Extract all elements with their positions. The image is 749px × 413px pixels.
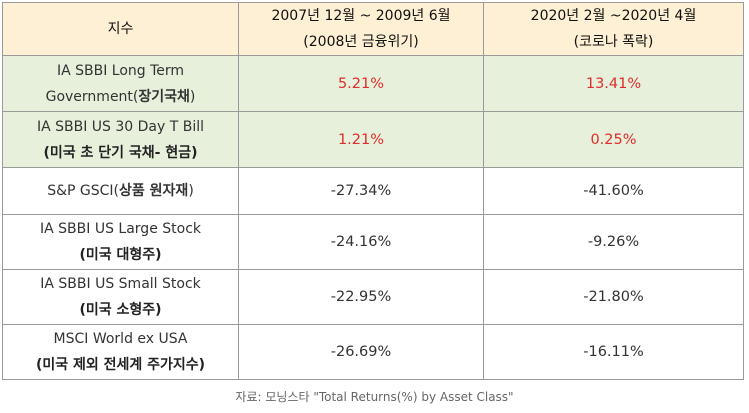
table-row: IA SBBI US Small Stock (미국 소형주) -22.95% …	[2, 269, 744, 325]
header-period-2020: 2020년 2월 ~2020년 4월 (코로나 폭락)	[483, 2, 744, 56]
header-period-2020-dates: 2020년 2월 ~2020년 4월	[530, 8, 697, 24]
return-2020-cell: -41.60%	[483, 167, 744, 215]
table-header-row: 지수 2007년 12월 ~ 2009년 6월 (2008년 금융위기) 202…	[2, 2, 744, 56]
table-row: IA SBBI US 30 Day T Bill (미국 초 단기 국채- 현금…	[2, 111, 744, 168]
index-subname-prefix: Government(	[45, 88, 139, 105]
index-name-bold: 상품 원자재	[119, 183, 189, 199]
header-index-label: 지수	[107, 21, 134, 37]
table-row: IA SBBI Long Term Government(장기국채) 5.21%…	[2, 55, 744, 112]
return-2008-cell: -22.95%	[238, 269, 484, 325]
return-2008-cell: 5.21%	[238, 55, 484, 112]
return-2008-cell: -26.69%	[238, 324, 484, 380]
returns-table: 지수 2007년 12월 ~ 2009년 6월 (2008년 금융위기) 202…	[2, 2, 744, 380]
header-period-2008: 2007년 12월 ~ 2009년 6월 (2008년 금융위기)	[238, 2, 484, 56]
index-name: IA SBBI US 30 Day T Bill	[36, 118, 205, 135]
index-subname: Government(장기국채)	[7, 84, 234, 110]
index-subname-suffix: )	[189, 88, 196, 105]
return-2020-cell: -16.11%	[483, 324, 744, 380]
table-row: S&P GSCI(상품 원자재) -27.34% -41.60%	[2, 167, 744, 215]
return-2008-cell: 1.21%	[238, 111, 484, 168]
header-period-2020-label: (코로나 폭락)	[573, 34, 654, 50]
index-name-suffix: )	[188, 183, 194, 199]
return-2008-cell: -24.16%	[238, 214, 484, 270]
index-name-cell: IA SBBI US Small Stock (미국 소형주)	[2, 269, 239, 325]
index-name: IA SBBI US Large Stock	[40, 221, 201, 237]
source-caption: 자료: 모닝스타 "Total Returns(%) by Asset Clas…	[235, 390, 514, 404]
index-name-cell: MSCI World ex USA (미국 제외 전세계 주가지수)	[2, 324, 239, 380]
table-row: MSCI World ex USA (미국 제외 전세계 주가지수) -26.6…	[2, 324, 744, 380]
index-name: IA SBBI Long Term	[56, 62, 185, 79]
return-2020-cell: 13.41%	[483, 55, 744, 112]
index-subname: (미국 소형주)	[79, 302, 162, 318]
index-name-cell: IA SBBI US 30 Day T Bill (미국 초 단기 국채- 현금…	[2, 111, 239, 168]
index-subname: (미국 초 단기 국채- 현금)	[43, 144, 198, 161]
index-name: IA SBBI US Small Stock	[40, 276, 201, 292]
index-subname: (미국 대형주)	[79, 247, 162, 263]
return-2008-cell: -27.34%	[238, 167, 484, 215]
index-subname-bold: 장기국채	[138, 88, 190, 105]
return-2020-cell: -21.80%	[483, 269, 744, 325]
header-period-2008-dates: 2007년 12월 ~ 2009년 6월	[271, 8, 451, 24]
return-2020-cell: -9.26%	[483, 214, 744, 270]
index-name-cell: IA SBBI US Large Stock (미국 대형주)	[2, 214, 239, 270]
table-row: IA SBBI US Large Stock (미국 대형주) -24.16% …	[2, 214, 744, 270]
returns-table-container: 지수 2007년 12월 ~ 2009년 6월 (2008년 금융위기) 202…	[2, 2, 744, 380]
index-name: S&P GSCI(상품 원자재)	[7, 178, 234, 204]
header-index: 지수	[2, 2, 239, 56]
index-name-cell: IA SBBI Long Term Government(장기국채)	[2, 55, 239, 112]
index-name-cell: S&P GSCI(상품 원자재)	[2, 167, 239, 215]
index-name-prefix: S&P GSCI(	[47, 183, 120, 199]
header-period-2008-label: (2008년 금융위기)	[303, 34, 419, 50]
index-name: MSCI World ex USA	[53, 331, 188, 347]
index-subname: (미국 제외 전세계 주가지수)	[35, 357, 206, 373]
return-2020-cell: 0.25%	[483, 111, 744, 168]
